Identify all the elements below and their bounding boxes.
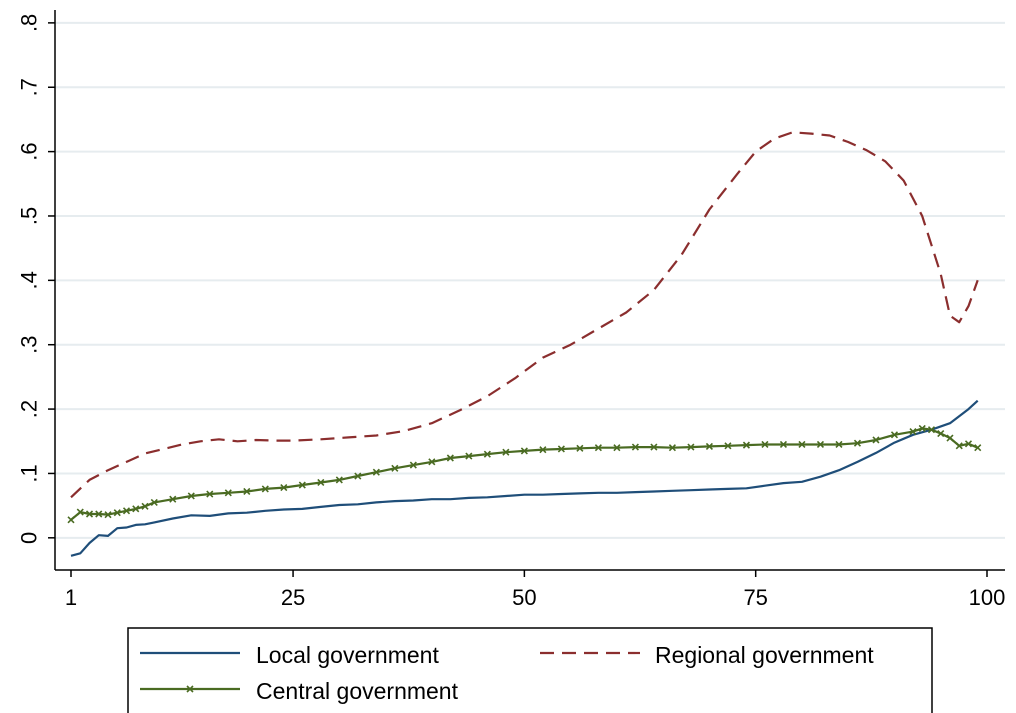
y-tick-label-7: .7 <box>17 78 42 96</box>
series-2-point-22 <box>391 464 399 472</box>
gridlines <box>55 21 1005 539</box>
y-tick-label-3: .3 <box>17 336 42 354</box>
series-2-point-52 <box>927 426 936 434</box>
series-2-point-24 <box>428 458 436 466</box>
series-2-point-4 <box>104 511 112 519</box>
series-2-point-16 <box>280 484 288 492</box>
series-2-point-57 <box>974 444 982 452</box>
legend-item-1: Regional government <box>540 642 874 668</box>
series-2-point-27 <box>483 450 491 458</box>
series-2-point-14 <box>243 487 251 496</box>
series-1 <box>70 131 979 499</box>
series-0 <box>70 399 979 557</box>
series-2-point-37 <box>668 444 676 452</box>
series-2-point-43 <box>779 440 788 449</box>
series-2-point-33 <box>594 444 602 452</box>
series-2-point-20 <box>354 472 362 480</box>
series-2-point-23 <box>409 461 417 469</box>
x-tick-label-4: 100 <box>969 585 1006 610</box>
series-line-2 <box>70 427 979 521</box>
series-2-point-30 <box>539 446 547 454</box>
series-2-point-8 <box>141 502 149 510</box>
series-2-point-11 <box>187 492 195 500</box>
series-2-point-32 <box>576 444 584 452</box>
series-2-point-3 <box>95 510 103 518</box>
legend-marker-2 <box>186 685 194 693</box>
legend-label-2: Central government <box>256 678 459 704</box>
y-tick-label-4: .4 <box>17 271 42 289</box>
series-2-point-9 <box>150 498 158 506</box>
series-2-point-5 <box>113 509 121 517</box>
series-2-point-47 <box>853 439 862 447</box>
series-2-point-31 <box>557 445 565 453</box>
series-2-point-48 <box>872 436 880 444</box>
series-2-point-53 <box>937 429 945 438</box>
x-tick-label-1: 25 <box>281 585 305 610</box>
y-tick-label-5: .5 <box>17 207 42 225</box>
legend-label-0: Local government <box>256 642 439 668</box>
y-tick-label-0: 0 <box>17 532 42 544</box>
legend-item-2: Central government <box>140 678 459 704</box>
series-2-point-25 <box>446 454 454 462</box>
series-2-point-46 <box>835 440 843 449</box>
series-2-point-54 <box>946 434 954 442</box>
series-2-point-10 <box>169 495 177 503</box>
legend-label-1: Regional government <box>655 642 874 668</box>
series-2-point-36 <box>650 443 658 451</box>
series-line-0 <box>70 399 979 557</box>
series-2 <box>67 424 982 524</box>
series-2-point-1 <box>76 508 84 516</box>
series-2-point-0 <box>67 516 75 524</box>
series-2-point-40 <box>724 442 732 450</box>
series-2-point-49 <box>890 431 899 439</box>
series-2-point-42 <box>761 440 769 449</box>
y-tick-label-6: .6 <box>17 142 42 160</box>
axes: 0 .1 .2 .3 .4 .5 .6 .7 .8 1 25 50 75 100 <box>17 10 1006 610</box>
series-2-point-51 <box>918 424 926 432</box>
series-2-point-2 <box>85 510 94 518</box>
legend: Local government Regional government Centr… <box>127 627 933 713</box>
series-2-point-26 <box>465 452 473 460</box>
series-2-point-29 <box>520 447 528 455</box>
series-2-point-45 <box>816 440 825 449</box>
series-2-point-13 <box>224 489 232 497</box>
series-2-point-15 <box>261 485 269 493</box>
series-2-point-19 <box>335 476 343 484</box>
series-line-1 <box>70 131 979 499</box>
series-2-point-34 <box>613 444 621 452</box>
series-2-point-17 <box>298 481 306 489</box>
series-2-point-6 <box>122 507 131 515</box>
series-layer <box>67 131 982 557</box>
series-2-point-38 <box>687 443 695 451</box>
y-tick-label-8: .8 <box>17 14 42 32</box>
legend-item-0: Local government <box>140 642 439 668</box>
series-2-point-28 <box>502 448 510 456</box>
series-2-point-21 <box>372 468 380 476</box>
series-2-point-7 <box>132 505 140 513</box>
series-2-point-39 <box>705 442 713 450</box>
x-tick-label-3: 75 <box>743 585 767 610</box>
series-2-point-12 <box>206 490 214 498</box>
series-2-point-50 <box>909 428 917 436</box>
series-2-point-56 <box>964 440 973 448</box>
x-tick-label-0: 1 <box>65 585 77 610</box>
y-tick-label-2: .2 <box>17 400 42 418</box>
y-tick-label-1: .1 <box>17 464 42 482</box>
series-2-point-35 <box>631 443 639 451</box>
series-2-point-55 <box>955 442 963 450</box>
series-2-point-18 <box>317 478 325 487</box>
legend-box <box>127 627 933 713</box>
series-2-point-44 <box>798 440 806 449</box>
series-2-point-41 <box>742 441 750 449</box>
x-tick-label-2: 50 <box>512 585 536 610</box>
